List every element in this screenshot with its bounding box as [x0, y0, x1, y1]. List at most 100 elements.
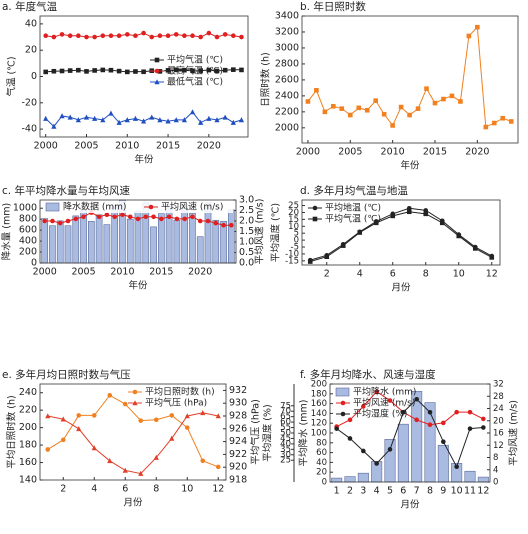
marker: [107, 393, 113, 398]
marker: [467, 409, 473, 415]
x-tick-label: 10: [181, 484, 193, 495]
marker: [424, 86, 429, 91]
y-tick-label: 160: [19, 457, 37, 468]
x-tick-label: 10: [451, 486, 463, 497]
y3-tick-label: 70: [280, 407, 291, 417]
x-axis-label: 年份: [134, 154, 154, 166]
y-tick-label: 600: [19, 225, 37, 236]
bar: [437, 444, 449, 483]
marker: [51, 34, 57, 40]
marker: [51, 123, 57, 129]
y-tick-label: 1000: [13, 203, 37, 214]
legend-label: 平均气温 (℃): [167, 54, 223, 66]
bar: [64, 225, 72, 264]
y-tick-label: 10: [288, 222, 299, 232]
marker: [390, 123, 395, 128]
y-tick-label: -40: [21, 124, 37, 135]
chart-title: c. 年平均降水量与年均风速: [2, 184, 130, 197]
legend-swatch: [45, 202, 60, 212]
y-tick-label: 20: [25, 45, 37, 56]
marker: [141, 30, 146, 36]
bar: [126, 218, 134, 264]
marker: [500, 115, 506, 121]
marker: [81, 214, 86, 220]
y-tick-label: 3200: [275, 26, 299, 37]
marker: [67, 68, 73, 73]
bar: [344, 476, 356, 483]
legend-label: 降水数据 (mm): [63, 201, 126, 213]
marker: [91, 413, 97, 418]
marker: [133, 69, 138, 74]
marker: [43, 69, 49, 75]
marker: [347, 436, 353, 441]
marker: [190, 33, 195, 39]
legend-label: 平均气温 (℃): [325, 213, 381, 225]
y-axis-label: 气温 (℃): [6, 56, 18, 96]
x-axis-label: 年份: [128, 280, 148, 292]
bar: [150, 226, 157, 264]
marker: [67, 33, 73, 39]
y-tick-label: 2000: [275, 122, 299, 133]
y-tick-label: -10: [285, 249, 299, 259]
y-tick-label: -15: [285, 256, 299, 266]
y-tick-label: 200: [311, 380, 327, 390]
marker: [108, 67, 114, 73]
marker: [159, 216, 164, 222]
marker: [374, 461, 379, 466]
legend-label: 平均风速 (m/s): [161, 201, 223, 213]
y-tick-label: 60: [316, 448, 327, 458]
marker: [84, 34, 89, 40]
marker: [60, 416, 66, 422]
legend-label: 平均日照时数 (h): [145, 386, 215, 398]
marker: [76, 413, 82, 418]
marker: [312, 216, 318, 222]
marker: [481, 416, 486, 422]
bar: [41, 218, 49, 264]
y2-axis-label: 平均气压 (hPa): [250, 399, 262, 465]
legend-label: 平均湿度 (%): [353, 408, 407, 420]
x-axis-label: 年份: [400, 160, 420, 172]
marker: [230, 119, 236, 125]
marker: [432, 100, 438, 106]
y2-tick-label: 2.5: [239, 205, 254, 216]
chart-title: d. 多年月均气温与地温: [300, 184, 408, 197]
y2-tick-label: 16: [493, 429, 504, 439]
marker: [454, 464, 459, 470]
bar: [189, 212, 196, 264]
marker: [132, 115, 139, 121]
y-tick-label: 40: [25, 18, 37, 29]
marker: [305, 99, 311, 104]
bar: [228, 209, 235, 264]
line: [310, 211, 492, 263]
marker: [475, 24, 480, 30]
x-tick-label: 11: [464, 486, 476, 497]
marker: [174, 216, 180, 222]
marker: [390, 213, 396, 219]
marker: [205, 218, 211, 224]
y-tick-label: 2200: [275, 106, 299, 117]
chart-title: b. 年日照时数: [300, 0, 366, 13]
marker: [173, 32, 179, 37]
marker: [122, 401, 128, 407]
bar: [165, 204, 173, 264]
marker: [314, 87, 319, 93]
legend-label: 平均气压 (hPa): [145, 397, 207, 409]
marker: [169, 435, 175, 441]
marker: [148, 204, 154, 210]
marker: [127, 214, 133, 220]
bar: [72, 215, 80, 264]
y-axis-label: 日照时数 (h): [260, 52, 272, 106]
x-tick-label: 2015: [149, 267, 173, 278]
marker: [357, 230, 363, 235]
y2-tick-label: 1.5: [239, 226, 254, 237]
marker: [373, 220, 379, 226]
y2-tick-label: 926: [229, 423, 247, 434]
y3-tick-label: 35: [280, 445, 291, 455]
x-tick-label: 12: [212, 484, 224, 495]
y-tick-label: 180: [19, 440, 37, 451]
x-tick-label: 2020: [188, 267, 212, 278]
marker: [200, 410, 206, 416]
y3-tick-label: 65: [280, 412, 291, 422]
legend-label: 平均降水 (mm): [353, 386, 416, 398]
y2-tick-label: 0.5: [239, 247, 254, 258]
